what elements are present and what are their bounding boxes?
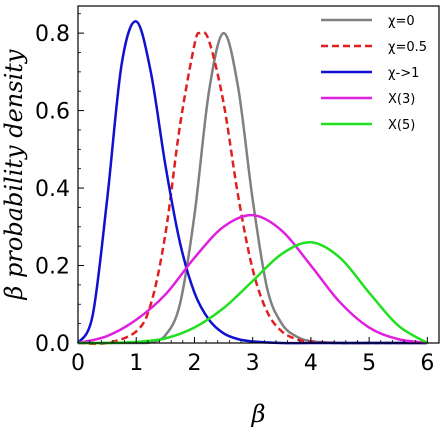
x-tick-label: 1 [129, 351, 143, 376]
x-axis-label: β [251, 400, 266, 428]
y-tick-label: 0.6 [35, 100, 70, 125]
y-tick-label: 0.4 [35, 177, 70, 202]
y-tick-label: 0.8 [35, 22, 70, 47]
legend: χ=0 χ=0.5 χ->1 X(3) X(5) [321, 14, 427, 133]
x-tick-label: 3 [246, 351, 260, 376]
y-tick-label: 0.0 [35, 332, 70, 357]
x-tick-label: 5 [362, 351, 376, 376]
y-axis-label: β probability density [0, 49, 28, 300]
y-axis-ticks: 0.0 0.2 0.4 0.6 0.8 [35, 13, 84, 357]
series-line-2 [77, 30, 428, 346]
legend-label-3: χ->1 [388, 66, 419, 81]
legend-label-2: χ=0.5 [388, 40, 427, 55]
series-line-4 [77, 213, 428, 345]
x-tick-label: 4 [304, 351, 318, 376]
x-tick-label: 6 [420, 351, 434, 376]
x-axis-ticks: 0 1 2 3 4 5 6 [71, 337, 434, 376]
plot-frame [77, 5, 440, 344]
legend-label-4: X(3) [388, 92, 415, 107]
y-tick-label: 0.2 [35, 255, 70, 280]
x-tick-label: 2 [187, 351, 201, 376]
legend-label-1: χ=0 [388, 14, 415, 29]
legend-label-5: X(5) [388, 118, 415, 133]
x-tick-label: 0 [71, 351, 85, 376]
